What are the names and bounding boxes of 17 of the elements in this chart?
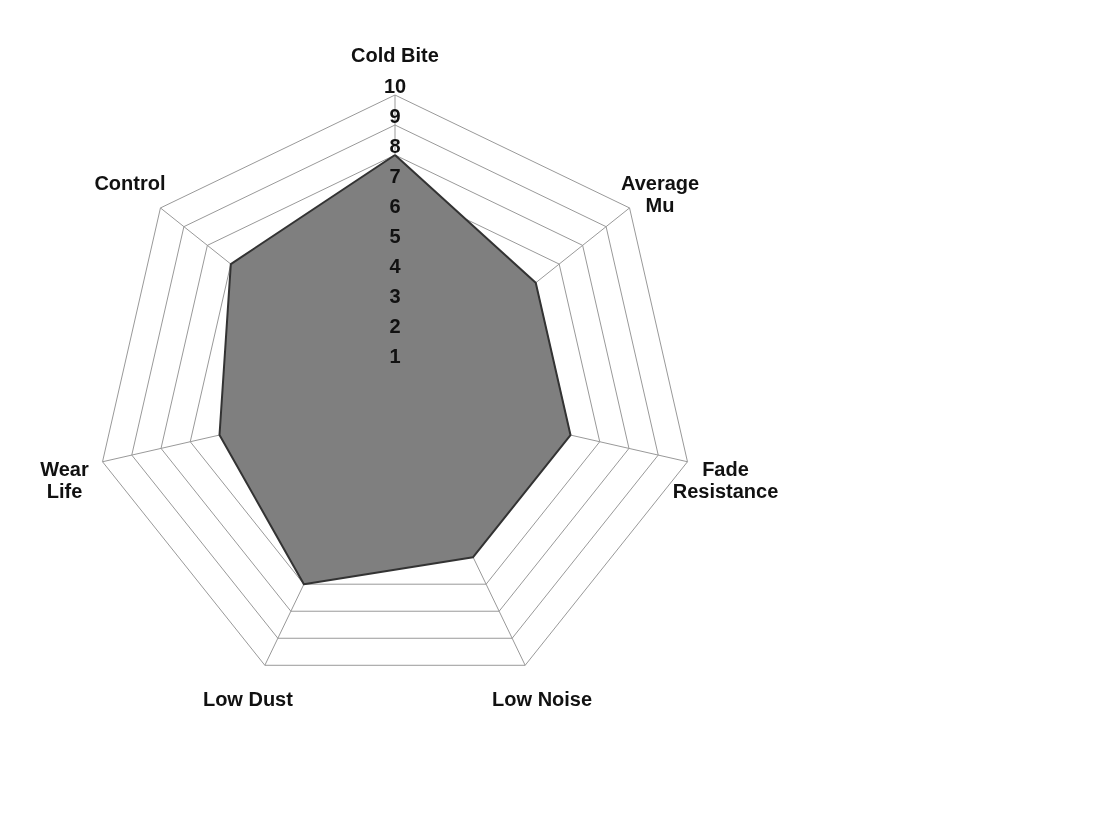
y-tick-label: 1 <box>389 345 401 367</box>
y-tick-label: 7 <box>389 165 401 187</box>
y-tick-label: 5 <box>389 225 401 247</box>
spoke-label: Wear Life <box>40 458 89 503</box>
spoke-label: Control <box>94 171 166 194</box>
y-tick-label: 4 <box>389 255 402 277</box>
spoke-label: Low Dust <box>202 688 294 711</box>
y-tick-label: 3 <box>389 285 401 307</box>
spoke-label: Low Noise <box>492 688 593 711</box>
y-tick-label: 10 <box>383 75 407 97</box>
y-tick-label: 9 <box>389 105 401 127</box>
y-tick-label: 2 <box>389 315 401 337</box>
spoke-label: Cold Bite <box>351 44 439 66</box>
y-tick-label: 8 <box>389 135 401 157</box>
y-tick-label: 6 <box>389 195 401 217</box>
spoke-label: Fade Resistance <box>672 458 779 503</box>
spoke-label: Average Mu <box>620 171 700 216</box>
